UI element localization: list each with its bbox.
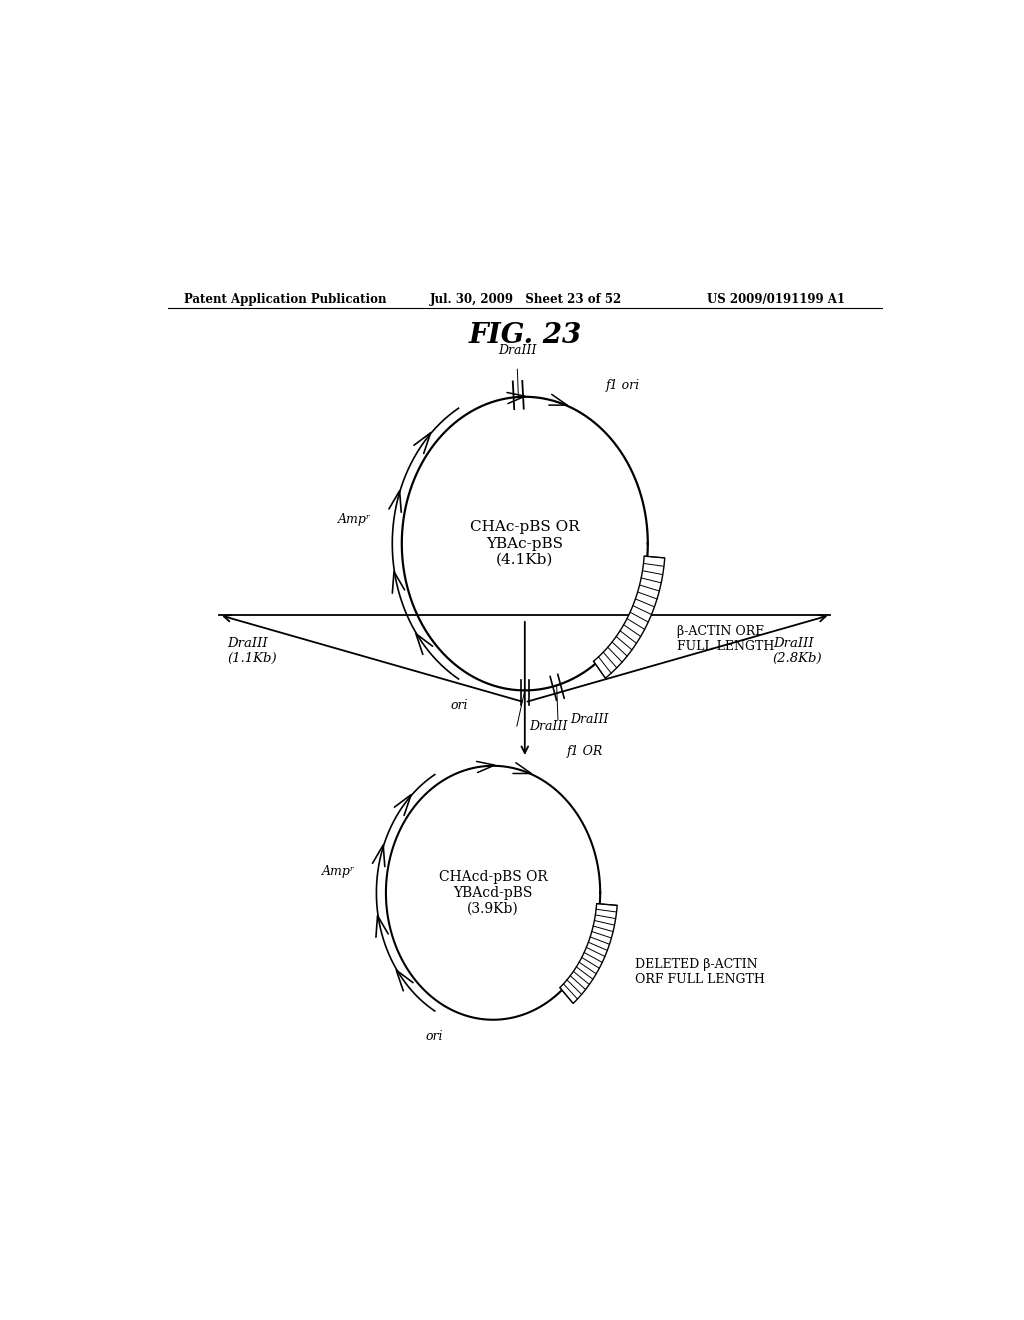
Text: DraIII: DraIII <box>569 713 608 726</box>
Text: CHAc-pBS OR
YBAc-pBS
(4.1Kb): CHAc-pBS OR YBAc-pBS (4.1Kb) <box>470 520 580 566</box>
Text: CHAcd-pBS OR
YBAcd-pBS
(3.9Kb): CHAcd-pBS OR YBAcd-pBS (3.9Kb) <box>438 870 548 916</box>
Text: Ampʳ: Ampʳ <box>338 513 372 527</box>
Text: DraIII: DraIII <box>528 719 567 733</box>
Text: DraIII
(1.1Kb): DraIII (1.1Kb) <box>227 636 276 665</box>
Text: FIG. 23: FIG. 23 <box>468 322 582 350</box>
Text: Patent Application Publication: Patent Application Publication <box>183 293 386 306</box>
Text: Jul. 30, 2009   Sheet 23 of 52: Jul. 30, 2009 Sheet 23 of 52 <box>430 293 622 306</box>
Text: Ampʳ: Ampʳ <box>323 866 355 878</box>
Text: US 2009/0191199 A1: US 2009/0191199 A1 <box>708 293 846 306</box>
Text: DELETED β-ACTIN
ORF FULL LENGTH: DELETED β-ACTIN ORF FULL LENGTH <box>635 957 765 986</box>
Text: f1 OR: f1 OR <box>566 746 603 758</box>
Text: DraIII
(2.8Kb): DraIII (2.8Kb) <box>773 636 822 665</box>
Polygon shape <box>560 904 617 1003</box>
Text: f1 ori: f1 ori <box>606 379 640 392</box>
Polygon shape <box>594 556 665 678</box>
Text: DraIII: DraIII <box>498 345 537 358</box>
Text: β-ACTIN ORF
FULL LENGTH: β-ACTIN ORF FULL LENGTH <box>677 624 774 653</box>
Text: ori: ori <box>425 1030 442 1043</box>
Text: ori: ori <box>451 700 468 711</box>
